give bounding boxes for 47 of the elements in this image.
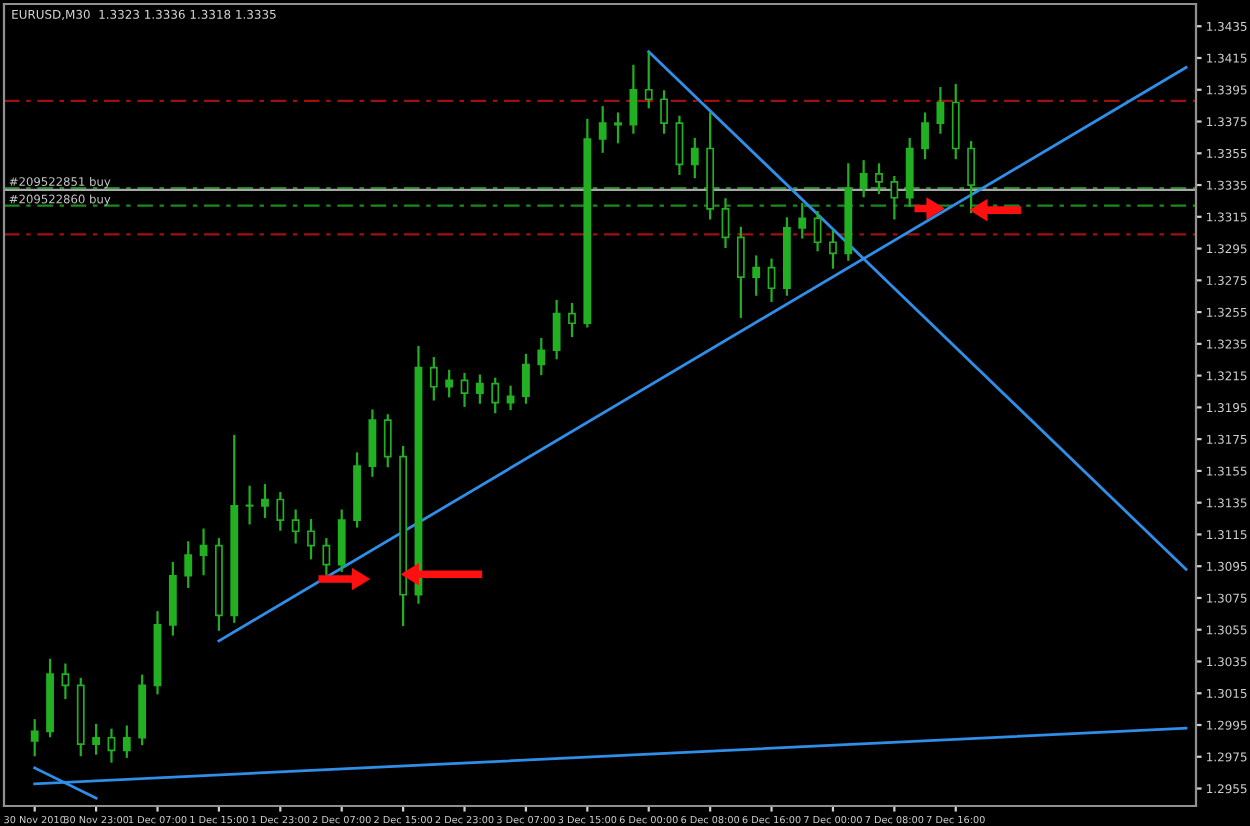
candlestick — [798, 202, 807, 239]
candlestick — [936, 87, 945, 134]
candlestick — [245, 485, 254, 525]
candlestick — [951, 83, 960, 160]
candlestick — [368, 409, 377, 477]
candlestick — [859, 160, 868, 198]
candlestick — [460, 372, 469, 407]
candlestick — [522, 353, 530, 404]
candlestick — [429, 357, 438, 401]
candlestick — [921, 112, 929, 160]
candlestick — [721, 198, 730, 249]
candlestick — [967, 141, 976, 214]
candlestick — [307, 519, 315, 560]
candlestick — [491, 377, 500, 414]
candlestick — [614, 112, 622, 144]
candlestick — [813, 210, 822, 252]
candlestick — [184, 541, 193, 588]
candlestick — [122, 725, 131, 758]
candlestick — [644, 52, 653, 109]
candlestick — [199, 528, 208, 576]
candlestick — [552, 299, 561, 360]
candlestick — [475, 374, 484, 404]
candlestick — [291, 509, 300, 544]
candlestick — [61, 663, 70, 700]
candlestick — [276, 492, 285, 531]
candlestick — [261, 484, 269, 519]
candlestick — [92, 723, 101, 755]
candlestick — [445, 369, 454, 398]
candlestick — [107, 728, 116, 763]
candlestick — [598, 106, 607, 153]
candlestick — [537, 337, 546, 376]
candlestick — [736, 226, 745, 318]
candlestick — [829, 229, 837, 269]
candlestick — [30, 719, 39, 757]
candlestick — [337, 509, 346, 573]
candlestick — [568, 303, 576, 338]
candlestick — [875, 163, 883, 195]
candlestick — [675, 115, 684, 176]
candlestick — [767, 258, 776, 303]
candlestick — [752, 255, 761, 296]
candlestick — [690, 137, 699, 179]
candlestick — [890, 175, 899, 220]
candlestick — [506, 385, 515, 411]
candlestick — [383, 414, 392, 468]
candlestick — [322, 538, 331, 576]
candlestick — [629, 64, 638, 134]
candlestick — [660, 90, 668, 134]
